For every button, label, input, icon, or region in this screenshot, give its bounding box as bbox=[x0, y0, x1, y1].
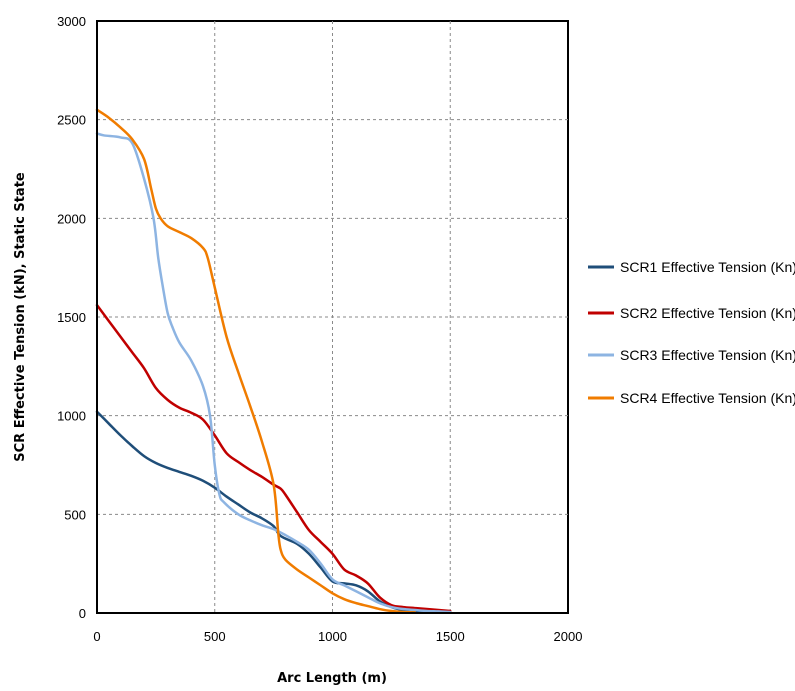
y-tick-label: 1500 bbox=[57, 310, 86, 325]
x-tick-label: 0 bbox=[93, 629, 100, 644]
y-tick-label: 500 bbox=[64, 507, 86, 522]
x-tick-label: 1500 bbox=[436, 629, 465, 644]
y-tick-labels: 0 500 1000 1500 2000 2500 3000 bbox=[57, 14, 86, 621]
legend-label-scr1: SCR1 Effective Tension (Kn) bbox=[620, 259, 795, 275]
x-axis-title: Arc Length (m) bbox=[277, 671, 387, 686]
y-tick-label: 2500 bbox=[57, 113, 86, 128]
y-axis-title: SCR Effective Tension (kN), Static State bbox=[13, 172, 28, 462]
x-tick-label: 500 bbox=[204, 629, 226, 644]
legend: SCR1 Effective Tension (Kn) SCR2 Effectiv… bbox=[588, 259, 795, 406]
series-line-scr2 bbox=[95, 303, 452, 613]
legend-label-scr3: SCR3 Effective Tension (Kn) bbox=[620, 347, 795, 363]
legend-label-scr2: SCR2 Effective Tension (Kn) bbox=[620, 305, 795, 321]
x-tick-label: 1000 bbox=[318, 629, 347, 644]
legend-label-scr4: SCR4 Effective Tension (Kn) bbox=[620, 390, 795, 406]
gridlines bbox=[97, 21, 568, 613]
y-tick-label: 0 bbox=[79, 606, 86, 621]
x-tick-label: 2000 bbox=[554, 629, 583, 644]
series-line-scr3 bbox=[95, 132, 452, 614]
y-tick-label: 3000 bbox=[57, 14, 86, 29]
series-line-scr4 bbox=[95, 108, 417, 614]
y-tick-label: 2000 bbox=[57, 211, 86, 226]
x-tick-labels: 0 500 1000 1500 2000 bbox=[93, 629, 582, 644]
y-tick-label: 1000 bbox=[57, 409, 86, 424]
series-layer bbox=[95, 108, 452, 614]
